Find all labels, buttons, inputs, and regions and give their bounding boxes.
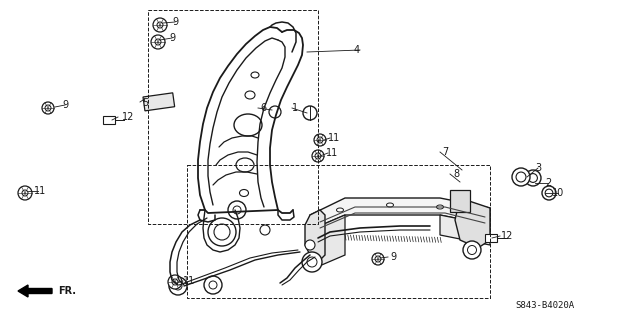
Ellipse shape	[337, 208, 344, 212]
FancyArrow shape	[18, 285, 52, 297]
Text: 8: 8	[453, 169, 459, 179]
Circle shape	[529, 174, 538, 182]
Circle shape	[372, 253, 384, 265]
Circle shape	[169, 277, 187, 295]
Text: S843-B4020A: S843-B4020A	[515, 301, 575, 310]
Circle shape	[209, 281, 217, 289]
Text: 9: 9	[169, 33, 175, 43]
Circle shape	[542, 186, 556, 200]
Bar	[143, 93, 175, 111]
Ellipse shape	[239, 189, 248, 197]
Circle shape	[260, 225, 270, 235]
Ellipse shape	[245, 91, 255, 99]
Circle shape	[18, 186, 32, 200]
Circle shape	[305, 240, 315, 250]
Circle shape	[269, 106, 281, 118]
Text: 11: 11	[328, 133, 340, 143]
Circle shape	[317, 137, 323, 143]
Polygon shape	[305, 210, 325, 260]
Text: 3: 3	[535, 163, 541, 173]
Text: 10: 10	[552, 188, 564, 198]
Bar	[103, 116, 115, 124]
Ellipse shape	[234, 114, 262, 136]
Text: 4: 4	[354, 45, 360, 55]
Polygon shape	[440, 215, 490, 245]
Text: FR.: FR.	[58, 286, 76, 296]
Circle shape	[174, 282, 182, 290]
Circle shape	[467, 246, 477, 255]
Ellipse shape	[387, 203, 394, 207]
Ellipse shape	[214, 224, 230, 240]
Polygon shape	[310, 198, 490, 230]
Circle shape	[525, 170, 541, 186]
Circle shape	[22, 190, 28, 196]
Text: 1: 1	[292, 103, 298, 113]
Text: 6: 6	[260, 103, 266, 113]
Circle shape	[302, 252, 322, 272]
Circle shape	[204, 276, 222, 294]
Circle shape	[545, 189, 553, 197]
Circle shape	[228, 201, 246, 219]
Circle shape	[512, 168, 530, 186]
Circle shape	[153, 18, 167, 32]
Bar	[485, 234, 497, 242]
Text: 12: 12	[501, 231, 513, 241]
Ellipse shape	[236, 158, 254, 172]
Text: 9: 9	[172, 17, 178, 27]
Circle shape	[463, 241, 481, 259]
Circle shape	[233, 206, 241, 214]
Circle shape	[516, 172, 526, 182]
Text: 11: 11	[34, 186, 46, 196]
Text: 5: 5	[142, 98, 148, 108]
Ellipse shape	[436, 205, 444, 209]
Circle shape	[155, 39, 161, 45]
Circle shape	[151, 35, 165, 49]
Circle shape	[375, 256, 381, 262]
Circle shape	[315, 153, 321, 159]
Circle shape	[168, 275, 182, 289]
Ellipse shape	[251, 72, 259, 78]
Bar	[450, 190, 470, 212]
Circle shape	[314, 134, 326, 146]
Polygon shape	[455, 198, 490, 248]
Circle shape	[157, 22, 163, 28]
Text: 11: 11	[183, 276, 195, 286]
Circle shape	[307, 257, 317, 267]
Circle shape	[45, 105, 51, 111]
Text: 9: 9	[390, 252, 396, 262]
Text: 9: 9	[62, 100, 68, 110]
Circle shape	[172, 279, 178, 285]
Circle shape	[42, 102, 54, 114]
Text: 2: 2	[545, 178, 551, 188]
Text: 12: 12	[122, 112, 134, 122]
Text: 7: 7	[442, 147, 448, 157]
Circle shape	[303, 106, 317, 120]
Polygon shape	[310, 215, 345, 270]
Ellipse shape	[208, 218, 236, 246]
Circle shape	[312, 150, 324, 162]
Text: 11: 11	[326, 148, 338, 158]
